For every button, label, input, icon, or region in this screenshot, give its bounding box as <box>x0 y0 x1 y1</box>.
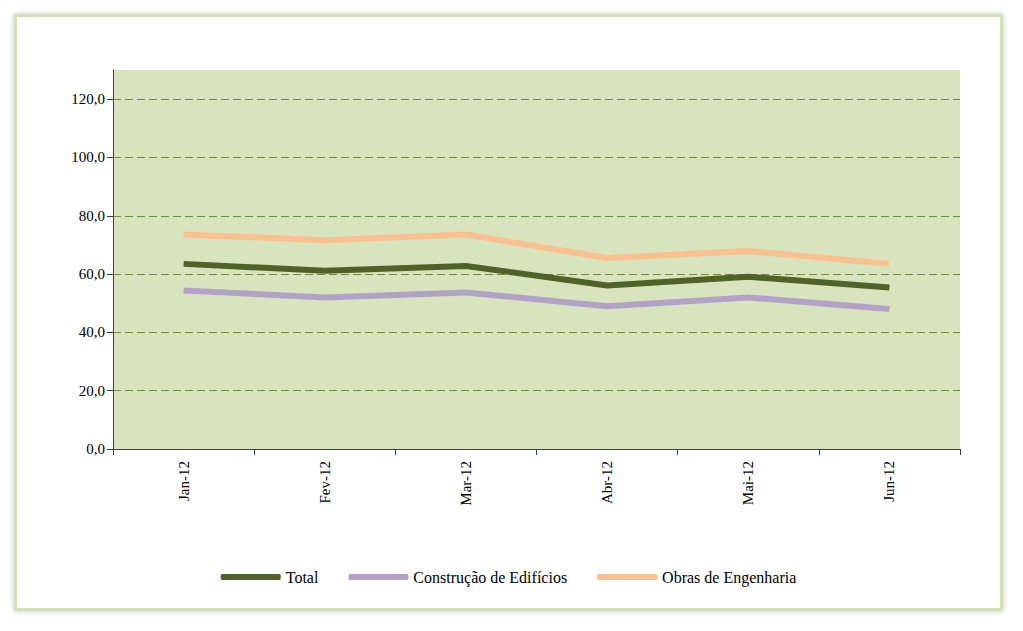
svg-text:Mar-12: Mar-12 <box>458 461 474 506</box>
svg-text:0,0: 0,0 <box>86 441 105 457</box>
svg-text:Jan-12: Jan-12 <box>176 461 192 501</box>
svg-text:Fev-12: Fev-12 <box>317 461 333 504</box>
svg-text:20,0: 20,0 <box>79 383 105 399</box>
svg-text:Jun-12: Jun-12 <box>881 461 897 502</box>
svg-text:Total: Total <box>286 569 319 586</box>
svg-text:100,0: 100,0 <box>71 149 105 165</box>
svg-text:Abr-12: Abr-12 <box>599 461 615 504</box>
svg-text:Obras de Engenharia: Obras de Engenharia <box>662 569 796 587</box>
svg-text:80,0: 80,0 <box>79 208 105 224</box>
svg-text:Mai-12: Mai-12 <box>740 461 756 505</box>
svg-text:60,0: 60,0 <box>79 266 105 282</box>
svg-text:Construção de Edifícios: Construção de Edifícios <box>413 569 567 587</box>
svg-text:120,0: 120,0 <box>71 91 105 107</box>
svg-text:40,0: 40,0 <box>79 324 105 340</box>
